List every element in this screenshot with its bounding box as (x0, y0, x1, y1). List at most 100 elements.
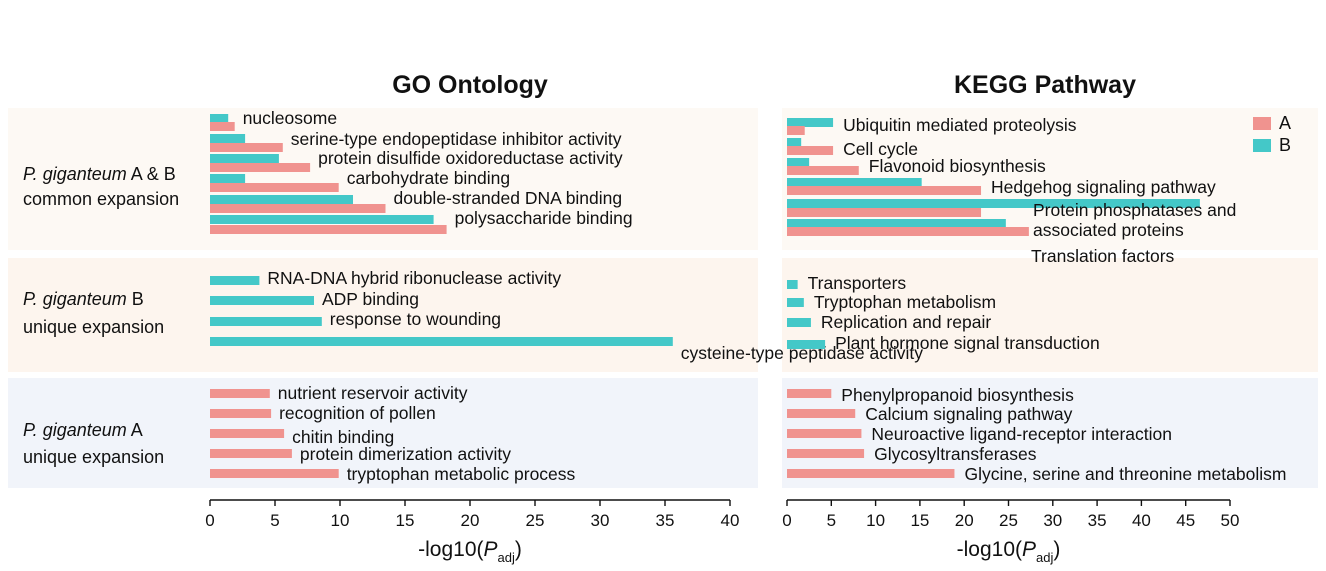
bar-A-go (210, 469, 339, 478)
group-label-line2: common expansion (23, 189, 179, 209)
bar-A-go (210, 183, 339, 192)
bar-label: Glycine, serine and threonine metabolism (964, 464, 1286, 484)
legend-label-B: B (1279, 135, 1291, 155)
band-go-1 (8, 258, 758, 372)
bar-label-line1: Protein phosphatases and (1033, 200, 1236, 220)
bar-label: polysaccharide binding (455, 208, 633, 228)
bar-A-kegg (787, 126, 805, 135)
legend-swatch-A (1253, 117, 1271, 130)
x-tick-label: 35 (1088, 511, 1107, 530)
bar-B-kegg (787, 280, 798, 289)
bar-A-kegg (787, 166, 859, 175)
x-axis-label-close: ) (1053, 538, 1060, 561)
x-axis-label-italic: P (484, 538, 498, 561)
x-axis-label: -log10(Padj) (418, 538, 522, 565)
legend: AB (1253, 113, 1291, 155)
bar-label: tryptophan metabolic process (347, 464, 576, 484)
group-label-species: P. giganteum (23, 289, 127, 309)
section-bands (8, 108, 1318, 488)
bar-B-go (210, 276, 260, 285)
x-axis-label-sub: adj (1036, 550, 1053, 565)
bar-A-kegg (787, 469, 955, 478)
x-tick-label: 20 (461, 511, 480, 530)
bar-A-go (210, 122, 235, 131)
x-tick-label: 15 (910, 511, 929, 530)
x-axis-label-main: -log10( (957, 538, 1022, 561)
bar-A-kegg (787, 389, 832, 398)
bar-label: Transporters (808, 273, 907, 293)
x-tick-label: 50 (1221, 511, 1240, 530)
group-label-variant: A (127, 420, 143, 440)
bar-B-go (210, 134, 246, 143)
bar-label: ADP binding (322, 289, 419, 309)
bar-B-kegg (787, 219, 1006, 228)
group-label-species: P. giganteum (23, 420, 127, 440)
bar-A-kegg (787, 186, 982, 195)
bar-label: double-stranded DNA binding (394, 188, 623, 208)
bar-label: chitin binding (292, 427, 394, 447)
x-tick-label: 40 (1132, 511, 1151, 530)
group-label-variant: B (127, 289, 144, 309)
x-tick-label: 30 (1043, 511, 1062, 530)
group-label-line1: P. giganteum A & B (23, 164, 176, 184)
bar-B-kegg (787, 118, 834, 127)
x-tick-label: 30 (591, 511, 610, 530)
bar-B-kegg (787, 318, 811, 327)
bar-label: Flavonoid biosynthesis (869, 156, 1046, 176)
bar-label: RNA-DNA hybrid ribonuclease activity (267, 268, 561, 288)
bar-B-kegg (787, 298, 804, 307)
x-axis-label: -log10(Padj) (957, 538, 1061, 565)
bar-B-go (210, 296, 314, 305)
bar-A-kegg (787, 409, 856, 418)
bar-label: Protein phosphatases and associated prote… (1033, 200, 1236, 240)
x-tick-label: 40 (721, 511, 740, 530)
bar-B-kegg (787, 340, 826, 349)
x-tick-label: 5 (827, 511, 836, 530)
bar-B-go (210, 195, 353, 204)
bar-A-go (210, 449, 292, 458)
bar-label: nucleosome (243, 108, 337, 128)
x-tick-label: 20 (955, 511, 974, 530)
group-labels: P. giganteum A & B common expansion P. gig… (23, 164, 179, 467)
x-axis-label-main: -log10( (418, 538, 483, 561)
bar-label: recognition of pollen (279, 403, 436, 423)
chart-title: GO Ontology (392, 71, 548, 99)
group-label-line1: P. giganteum A (23, 420, 143, 440)
bar-B-kegg (787, 138, 802, 147)
x-axis-label-italic: P (1022, 538, 1036, 561)
bar-B-kegg (787, 199, 1200, 208)
bar-label-line2: associated proteins (1033, 220, 1184, 240)
bar-label: Ubiquitin mediated proteolysis (843, 115, 1077, 135)
bar-label: Replication and repair (821, 312, 991, 332)
bar-A-go (210, 429, 285, 438)
x-tick-label: 0 (782, 511, 791, 530)
group-label-line2: unique expansion (23, 447, 164, 467)
bar-B-go (210, 174, 246, 183)
bar-A-go (210, 204, 386, 213)
bar-B-go (210, 114, 229, 123)
bar-label: Hedgehog signaling pathway (991, 177, 1216, 197)
x-tick-label: 15 (396, 511, 415, 530)
group-label-species: P. giganteum (23, 164, 127, 184)
bar-A-go (210, 389, 270, 398)
bar-label: protein disulfide oxidoreductase activit… (318, 148, 623, 168)
bar-A-go (210, 225, 447, 234)
bar-label: Neuroactive ligand-receptor interaction (871, 424, 1172, 444)
bar-label: Phenylpropanoid biosynthesis (841, 385, 1074, 405)
x-tick-label: 45 (1176, 511, 1195, 530)
chart-title: KEGG Pathway (954, 71, 1136, 99)
bar-A-kegg (787, 146, 834, 155)
bar-label: Translation factors (1031, 246, 1175, 266)
kegg-pathway-panel: KEGG Pathway Ubiquitin mediated proteolys… (782, 71, 1286, 565)
bar-label: response to wounding (330, 309, 501, 329)
bar-label: nutrient reservoir activity (278, 383, 468, 403)
group-label-variant: A & B (127, 164, 176, 184)
x-tick-label: 0 (205, 511, 214, 530)
legend-swatch-B (1253, 139, 1271, 152)
bar-B-go (210, 154, 279, 163)
bar-label: Cell cycle (843, 139, 918, 159)
band-kegg-1 (782, 258, 1318, 372)
bar-label: serine-type endopeptidase inhibitor acti… (291, 129, 622, 149)
